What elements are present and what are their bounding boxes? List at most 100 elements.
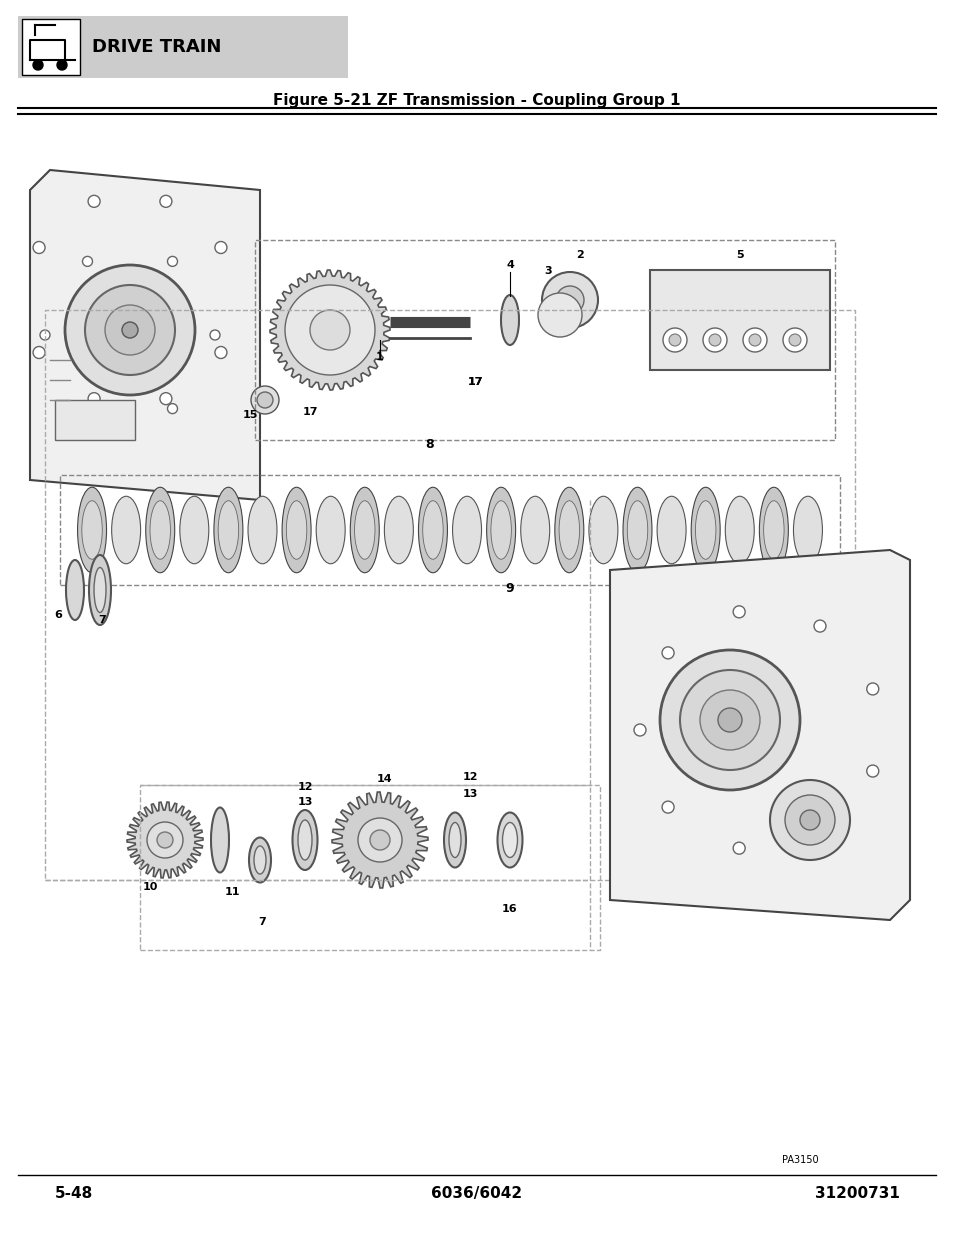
Ellipse shape [724, 496, 754, 563]
Circle shape [85, 285, 174, 375]
Circle shape [88, 393, 100, 405]
Ellipse shape [282, 488, 311, 573]
Circle shape [702, 329, 726, 352]
Ellipse shape [443, 813, 465, 867]
Bar [55, 400, 135, 440]
Bar [45, 310, 854, 881]
Circle shape [82, 404, 92, 414]
Ellipse shape [218, 500, 238, 559]
Ellipse shape [520, 496, 549, 563]
Circle shape [769, 781, 849, 860]
Text: 13: 13 [462, 789, 477, 799]
Text: 6036/6042: 6036/6042 [431, 1186, 522, 1200]
Ellipse shape [180, 496, 209, 563]
Text: 31200731: 31200731 [814, 1186, 899, 1200]
Circle shape [537, 293, 581, 337]
Ellipse shape [350, 488, 379, 573]
Ellipse shape [500, 295, 518, 345]
Ellipse shape [486, 488, 515, 573]
Ellipse shape [695, 500, 715, 559]
Text: DRIVE TRAIN: DRIVE TRAIN [91, 38, 221, 56]
Circle shape [168, 404, 177, 414]
Polygon shape [270, 270, 390, 390]
Text: PA3150: PA3150 [781, 1155, 818, 1165]
Ellipse shape [150, 500, 171, 559]
Circle shape [659, 650, 800, 790]
Text: 6: 6 [54, 610, 62, 620]
Text: 5: 5 [736, 249, 743, 261]
Ellipse shape [211, 808, 229, 872]
Circle shape [357, 818, 401, 862]
Circle shape [214, 347, 227, 358]
Ellipse shape [555, 488, 583, 573]
Circle shape [33, 242, 45, 253]
Circle shape [285, 285, 375, 375]
Bar [649, 270, 829, 370]
Circle shape [251, 387, 278, 414]
Polygon shape [609, 550, 909, 920]
Text: 12: 12 [297, 782, 313, 792]
Circle shape [700, 690, 760, 750]
Circle shape [157, 832, 172, 848]
Text: 7: 7 [258, 918, 266, 927]
Ellipse shape [622, 488, 651, 573]
Ellipse shape [253, 846, 266, 874]
Bar [140, 785, 599, 950]
Text: 13: 13 [297, 797, 313, 806]
Polygon shape [127, 802, 203, 878]
Ellipse shape [297, 820, 312, 860]
Ellipse shape [77, 488, 107, 573]
Ellipse shape [315, 496, 345, 563]
Circle shape [214, 242, 227, 253]
Text: 12: 12 [462, 772, 477, 782]
Ellipse shape [66, 559, 84, 620]
Text: 17: 17 [467, 377, 482, 387]
Circle shape [662, 329, 686, 352]
Text: 10: 10 [142, 882, 157, 892]
Bar [18, 16, 348, 78]
Text: 5-48: 5-48 [55, 1186, 93, 1200]
Text: 3: 3 [543, 266, 551, 275]
Ellipse shape [759, 488, 787, 573]
Polygon shape [30, 170, 260, 500]
Circle shape [310, 310, 350, 350]
Ellipse shape [558, 500, 578, 559]
Text: 17: 17 [302, 408, 317, 417]
Bar [22, 19, 80, 75]
Circle shape [122, 322, 138, 338]
Text: 16: 16 [501, 904, 517, 914]
Circle shape [256, 391, 273, 408]
Ellipse shape [213, 488, 243, 573]
Text: 14: 14 [376, 774, 393, 784]
Ellipse shape [355, 500, 375, 559]
Circle shape [718, 708, 741, 732]
Bar [60, 475, 840, 585]
Ellipse shape [82, 500, 102, 559]
Circle shape [57, 61, 67, 70]
Circle shape [556, 287, 583, 314]
Text: 15: 15 [242, 410, 257, 420]
Circle shape [782, 329, 806, 352]
Ellipse shape [497, 813, 522, 867]
Ellipse shape [94, 568, 106, 613]
Circle shape [866, 683, 878, 695]
Ellipse shape [418, 488, 447, 573]
Text: 8: 8 [425, 438, 434, 451]
Circle shape [679, 671, 780, 769]
Circle shape [541, 272, 598, 329]
Text: 2: 2 [576, 249, 583, 261]
Text: 11: 11 [224, 887, 239, 897]
Ellipse shape [452, 496, 481, 563]
Ellipse shape [762, 500, 783, 559]
Circle shape [784, 795, 834, 845]
Bar [254, 240, 834, 440]
Ellipse shape [793, 496, 821, 563]
Circle shape [210, 330, 220, 340]
Circle shape [370, 830, 390, 850]
Circle shape [168, 257, 177, 267]
Text: 7: 7 [98, 615, 106, 625]
Text: 1: 1 [375, 352, 383, 362]
Circle shape [33, 61, 43, 70]
Ellipse shape [422, 500, 443, 559]
Circle shape [160, 195, 172, 207]
